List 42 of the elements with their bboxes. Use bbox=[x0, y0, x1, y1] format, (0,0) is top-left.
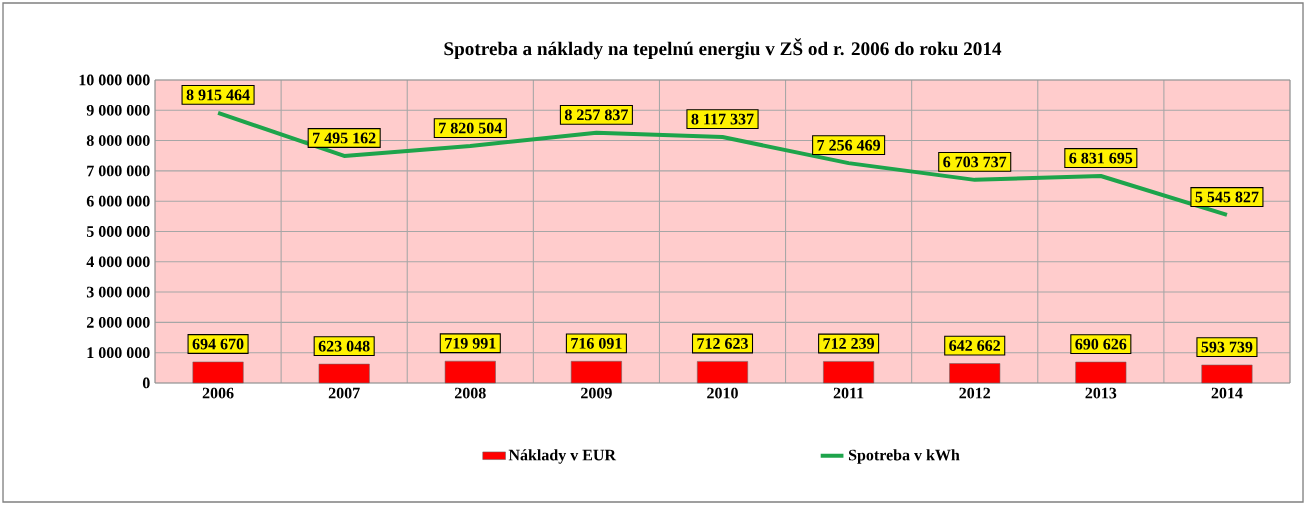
data-label: 7 820 504 bbox=[439, 122, 502, 134]
x-tick-label: 2007 bbox=[328, 387, 360, 399]
data-label: 6 703 737 bbox=[943, 156, 1007, 168]
data-label: 8 915 464 bbox=[186, 89, 250, 101]
x-tick-label: 2008 bbox=[454, 387, 486, 399]
y-tick-label: 10 000 000 bbox=[79, 74, 150, 86]
data-label: 716 091 bbox=[571, 337, 622, 349]
data-label: 712 623 bbox=[697, 338, 748, 349]
data-label: 593 739 bbox=[1201, 341, 1253, 353]
y-tick-label: 5 000 000 bbox=[86, 226, 150, 237]
y-tick-label: 0 bbox=[142, 377, 150, 389]
data-label: 642 662 bbox=[949, 340, 1001, 351]
line-series bbox=[216, 110, 1229, 217]
y-tick-label: 6 000 000 bbox=[86, 195, 150, 207]
data-label: 623 048 bbox=[318, 340, 370, 352]
data-label: 712 239 bbox=[823, 338, 875, 349]
data-label: 694 670 bbox=[192, 338, 244, 350]
x-tick-label: 2011 bbox=[833, 387, 864, 399]
data-label: 8 257 837 bbox=[564, 109, 628, 121]
y-tick-label: 9 000 000 bbox=[86, 104, 150, 116]
y-tick-label: 8 000 000 bbox=[86, 135, 150, 146]
y-tick-label: 4 000 000 bbox=[86, 256, 150, 268]
data-label: 7 495 162 bbox=[313, 132, 376, 144]
x-tick-label: 2013 bbox=[1085, 387, 1117, 399]
data-label: 7 256 469 bbox=[817, 139, 881, 151]
x-tick-label: 2010 bbox=[707, 387, 738, 399]
data-label: 690 626 bbox=[1075, 338, 1127, 350]
y-tick-label: 1 000 000 bbox=[87, 347, 150, 359]
x-tick-label: 2006 bbox=[202, 387, 234, 399]
x-tick-label: 2014 bbox=[1211, 387, 1243, 399]
legend-label: Spotreba v kWh bbox=[848, 449, 960, 464]
legend-label: Náklady v EUR bbox=[508, 449, 617, 464]
chart-title: Spotreba a náklady na tepelnú energiu v ZŠ od r. 2006 do roku 2014 bbox=[444, 38, 1002, 60]
x-tick-label: 2009 bbox=[581, 387, 612, 399]
y-tick-label: 7 000 000 bbox=[87, 165, 150, 177]
data-label: 719 991 bbox=[445, 337, 496, 349]
data-label: 5 545 827 bbox=[1195, 191, 1259, 203]
y-tick-label: 2 000 000 bbox=[86, 316, 150, 328]
x-tick-label: 2012 bbox=[959, 387, 991, 399]
y-tick-label: 3 000 000 bbox=[86, 286, 150, 298]
data-label: 8 117 337 bbox=[691, 113, 754, 125]
data-label: 6 831 695 bbox=[1069, 152, 1133, 164]
